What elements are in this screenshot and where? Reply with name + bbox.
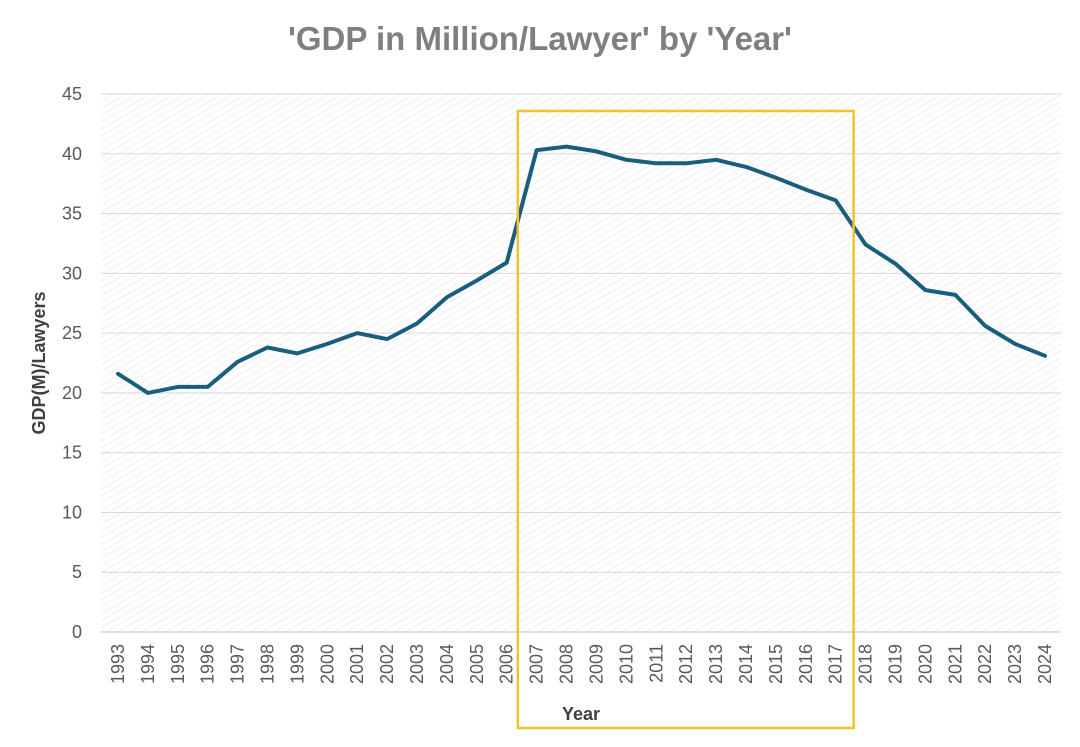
x-axis-ticks: 1993 1994 1995 1996 1997 1998 1999 2000 2001 2002… [108,644,1055,684]
y-tick-label: 10 [62,502,82,522]
y-tick-label: 35 [62,204,82,224]
plot-area [101,94,1061,632]
y-tick-label: 0 [72,622,82,642]
x-tick-label: 2009 [586,644,606,684]
x-tick-label: 2021 [945,644,965,684]
series-line-0 [116,144,1047,395]
x-tick-label: 2023 [1005,644,1025,684]
chart-title: 'GDP in Million/Lawyer' by 'Year' [288,20,792,57]
x-tick-label: 2014 [736,644,756,684]
y-tick-label: 5 [72,562,82,582]
x-tick-label: 1995 [168,644,188,684]
x-tick-label: 2013 [706,644,726,684]
y-axis-ticks: 0 5 10 15 20 25 30 35 40 45 [62,84,82,642]
x-tick-label: 2007 [527,644,547,684]
y-tick-label: 25 [62,323,82,343]
x-tick-label: 2022 [975,644,995,684]
x-axis-title: Year [562,704,600,724]
gridlines [101,93,1061,633]
x-tick-label: 1994 [138,644,158,684]
series-layer [116,144,1047,395]
y-tick-label: 40 [62,144,82,164]
highlight-box [516,109,855,730]
x-tick-label: 2016 [796,644,816,684]
x-tick-label: 2019 [885,644,905,684]
y-tick-label: 20 [62,383,82,403]
x-tick-label: 2000 [317,644,337,684]
x-tick-label: 2006 [497,644,517,684]
x-tick-label: 2012 [676,644,696,684]
x-tick-label: 2004 [437,644,457,684]
x-tick-label: 2003 [407,644,427,684]
y-tick-label: 30 [62,263,82,283]
y-tick-label: 15 [62,443,82,463]
x-tick-label: 2011 [646,644,666,683]
x-tick-label: 2008 [557,644,577,684]
x-tick-label: 2018 [856,644,876,684]
x-tick-label: 1998 [258,644,278,684]
x-tick-label: 1997 [228,644,248,684]
x-tick-label: 2005 [467,644,487,684]
x-tick-label: 1993 [108,644,128,684]
y-axis-title: GDP(M)/Lawyers [29,291,49,434]
x-tick-label: 2001 [347,644,367,684]
y-tick-label: 45 [62,84,82,104]
x-tick-label: 2024 [1035,644,1055,684]
x-tick-label: 1999 [287,644,307,684]
x-tick-label: 2017 [826,644,846,684]
highlight-layer [516,109,855,730]
x-tick-label: 2015 [766,644,786,684]
x-tick-label: 1996 [198,644,218,684]
x-tick-label: 2010 [616,644,636,684]
x-tick-label: 2020 [915,644,935,684]
x-tick-label: 2002 [377,644,397,684]
